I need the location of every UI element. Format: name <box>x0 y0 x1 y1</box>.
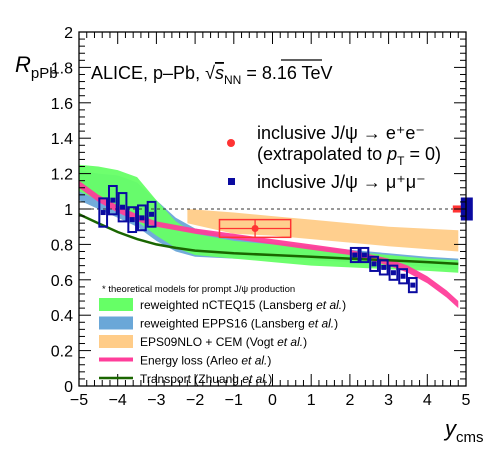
x-tick-label: −2 <box>186 392 204 409</box>
global-uncertainty-box <box>460 197 473 221</box>
y-tick-label: 1.4 <box>51 131 73 148</box>
ee-point <box>251 224 259 232</box>
mumu-point <box>361 252 367 258</box>
mumu-point <box>129 217 135 223</box>
legend-note: * theoretical models for prompt J/ψ prod… <box>102 284 295 295</box>
x-tick-label: 0 <box>268 392 277 409</box>
mumu-point <box>400 273 406 279</box>
legend-model-label: Energy loss (Arleo et al.) <box>140 354 271 368</box>
mumu-syst-box <box>378 259 389 276</box>
legend-model-label: reweighted nCTEQ15 (Lansberg et al.) <box>140 298 346 312</box>
mumu-syst-box <box>127 206 138 234</box>
x-tick-label: −4 <box>109 392 127 409</box>
y-axis-title: RpPb <box>15 52 58 82</box>
mumu-point <box>410 282 416 288</box>
mumu-syst-box <box>137 204 147 232</box>
x-tick-label: 5 <box>462 392 471 409</box>
mumu-syst-box <box>349 246 360 264</box>
y-tick-label: 2 <box>64 25 73 42</box>
x-tick-label: −3 <box>147 392 165 409</box>
legend-model-label: Transport (Zhuang et al.) <box>140 372 272 386</box>
legend-label-mumu: inclusive J/ψ → μ⁺μ⁻ <box>257 172 426 192</box>
mumu-point <box>371 261 377 267</box>
y-tick-label: 0 <box>64 379 73 396</box>
legend-swatch <box>99 298 133 311</box>
mumu-point <box>381 264 387 270</box>
mumu-point <box>110 197 116 203</box>
legend-label-ee-sub: (extrapolated to pT = 0) <box>257 144 441 168</box>
legend-models: * theoretical models for prompt J/ψ prod… <box>99 284 346 386</box>
mumu-point <box>139 215 145 221</box>
y-tick-label: 1.8 <box>51 60 73 77</box>
y-tick-label: 0.6 <box>51 273 73 290</box>
legend-marker-mumu <box>228 178 235 185</box>
mumu-syst-box <box>398 268 408 285</box>
mumu-point <box>352 252 358 258</box>
x-tick-label: 3 <box>384 392 393 409</box>
mumu-syst-box <box>369 255 379 272</box>
mumu-syst-box <box>117 192 128 223</box>
legend-data: inclusive J/ψ → e⁺e⁻ (extrapolated to pT… <box>227 123 441 192</box>
y-tick-label: 0.4 <box>51 308 73 325</box>
legend-marker-ee <box>227 139 235 147</box>
x-tick-label: −1 <box>225 392 243 409</box>
legend-model-label: reweighted EPPS16 (Lansberg et al.) <box>140 317 338 331</box>
y-tick-label: 1 <box>64 202 73 219</box>
legend-swatch <box>99 335 133 348</box>
tick-labels: −5 −4 −3 −2 −1 0 1 2 3 4 5 0 0.2 0.4 0.6 0.8 1 1.2 1.4 1.6 1… <box>51 25 471 409</box>
band-ncteq15 <box>79 164 459 273</box>
mumu-syst-box <box>146 200 157 228</box>
mumu-point <box>120 204 126 210</box>
y-tick-label: 0.2 <box>51 344 73 361</box>
data-points <box>98 184 473 294</box>
x-tick-label: 1 <box>307 392 316 409</box>
legend-model-label: EPS09NLO + CEM (Vogt et al.) <box>140 335 307 349</box>
x-tick-label: 4 <box>423 392 432 409</box>
mumu-point <box>149 211 155 217</box>
mumu-syst-box <box>359 246 370 264</box>
mumu-point <box>100 210 106 216</box>
y-tick-label: 1.2 <box>51 167 73 184</box>
mumu-point <box>390 270 396 276</box>
legend-swatch <box>99 316 133 330</box>
mumu-syst-box <box>98 197 109 228</box>
x-tick-label: −5 <box>70 392 88 409</box>
x-tick-label: 2 <box>345 392 354 409</box>
axis-ticks <box>78 31 467 387</box>
mumu-syst-box <box>388 264 399 281</box>
x-axis-title: ycms <box>443 416 484 446</box>
legend-label-ee: inclusive J/ψ → e⁺e⁻ <box>257 123 425 143</box>
mumu-syst-box <box>107 184 118 216</box>
y-tick-label: 0.8 <box>51 237 73 254</box>
y-tick-label: 1.6 <box>51 96 73 113</box>
mumu-syst-box <box>407 277 418 294</box>
chart-title: ALICE, p–Pb, √sNN = 8.16 TeV <box>91 63 333 87</box>
